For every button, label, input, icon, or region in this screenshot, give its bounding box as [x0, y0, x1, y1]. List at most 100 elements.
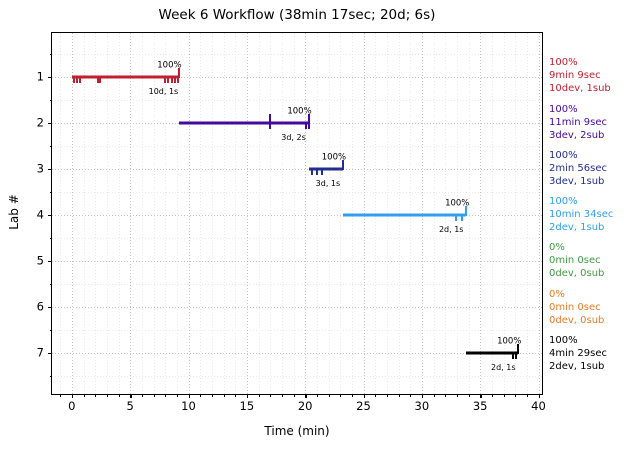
gridline-y-major [52, 76, 542, 78]
dev-tick [167, 75, 170, 83]
dev-tick [96, 75, 99, 83]
side-stats-lab-1: 100% 9min 9sec 10dev, 1sub [549, 56, 611, 95]
x-major-tick [480, 394, 482, 398]
x-minor-tick [165, 394, 167, 397]
devsub-annotation: 2d, 1s [491, 362, 516, 372]
side-pct: 100% [549, 196, 578, 208]
x-minor-tick [386, 394, 388, 397]
lab-7-line [466, 351, 519, 355]
sub-tick [517, 343, 520, 354]
dev-tick [304, 121, 307, 129]
gridline-x-minor [316, 33, 318, 394]
dev-tick [512, 351, 515, 359]
y-tick-label: 4 [36, 206, 44, 221]
y-minor-tick [49, 191, 52, 193]
y-tick-label: 1 [36, 68, 44, 83]
x-tick-label: 10 [181, 399, 196, 413]
y-minor-tick [49, 53, 52, 55]
gridline-x-major [246, 33, 248, 394]
devsub-annotation: 3d, 2s [281, 132, 306, 142]
x-minor-tick [176, 394, 178, 397]
gridline-x-minor [281, 33, 283, 394]
side-pct: 0% [549, 288, 565, 300]
gridline-x-minor [176, 33, 178, 394]
x-minor-tick [398, 394, 400, 397]
dev-tick [321, 167, 324, 175]
side-stats-lab-4: 100% 10min 34sec 2dev, 1sub [549, 195, 613, 234]
x-minor-tick [456, 394, 458, 397]
gridline-x-minor [200, 33, 202, 394]
x-tick-label: 25 [356, 399, 371, 413]
gridline-x-major [305, 33, 307, 394]
side-stats-lab-6: 0% 0min 0sec 0dev, 0sub [549, 288, 604, 327]
x-tick-label: 0 [68, 399, 76, 413]
plot-area: 0 5 10 15 20 25 30 35 40 1 2 3 4 5 6 7 100% 10d, 1s 100% 3d… [37, 32, 546, 412]
gridline-x-minor [60, 33, 62, 394]
gridline-x-minor [83, 33, 85, 394]
gridline-y-minor [52, 329, 542, 331]
x-minor-tick [118, 394, 120, 397]
lab-4-line [343, 213, 467, 217]
gridline-y-minor [52, 53, 542, 55]
side-pct: 100% [549, 149, 578, 161]
side-pct: 100% [549, 334, 578, 346]
gridline-x-minor [235, 33, 237, 394]
gridline-x-minor [270, 33, 272, 394]
side-pct: 100% [549, 103, 578, 115]
x-major-tick [363, 394, 365, 398]
x-minor-tick [433, 394, 435, 397]
x-minor-tick [60, 394, 62, 397]
dev-tick [316, 167, 319, 175]
side-counts: 0dev, 0sub [549, 268, 605, 280]
gridline-x-major [71, 33, 73, 394]
pct-annotation: 100% [287, 106, 312, 117]
x-minor-tick [468, 394, 470, 397]
devsub-annotation: 10d, 1s [148, 86, 179, 96]
side-counts: 3dev, 2sub [549, 129, 605, 141]
side-time: 2min 56sec [549, 162, 607, 174]
side-pct: 0% [549, 242, 565, 254]
devsub-annotation: 2d, 1s [438, 224, 464, 234]
side-time: 0min 0sec [549, 255, 601, 267]
gridline-x-major [538, 33, 540, 394]
x-minor-tick [515, 394, 517, 397]
x-major-tick [246, 394, 249, 398]
x-major-tick [188, 394, 190, 398]
x-minor-tick [83, 394, 85, 397]
side-time: 4min 29sec [549, 347, 607, 359]
lab-3-line [308, 167, 344, 171]
x-minor-tick [410, 394, 412, 397]
side-counts: 0dev, 0sub [549, 314, 605, 326]
gridline-x-minor [165, 33, 167, 394]
dev-tick [176, 75, 179, 83]
gridline-x-minor [526, 33, 528, 394]
x-minor-tick [281, 394, 283, 397]
x-minor-tick [316, 394, 318, 397]
x-minor-tick [340, 394, 342, 397]
dev-tick [174, 75, 177, 83]
dev-tick [460, 213, 463, 221]
x-axis-label: Time (min) [264, 424, 330, 438]
gridline-x-minor [95, 33, 97, 394]
gridline-x-minor [106, 33, 108, 394]
dev-tick [79, 75, 81, 83]
dev-tick [307, 121, 310, 129]
x-minor-tick [503, 394, 505, 397]
y-tick-label: 5 [36, 252, 44, 267]
side-counts: 10dev, 1sub [549, 83, 611, 95]
pct-annotation: 100% [321, 152, 347, 163]
sub-tick [269, 113, 272, 124]
y-minor-tick [49, 329, 52, 331]
sub-tick [177, 67, 180, 78]
sub-tick [465, 205, 468, 216]
gridline-x-minor [328, 33, 330, 394]
x-major-tick [71, 394, 74, 398]
gridline-x-major [130, 33, 132, 394]
y-minor-tick [49, 99, 52, 101]
x-minor-tick [211, 394, 213, 397]
dev-tick [76, 75, 79, 83]
gridline-y-major [52, 306, 542, 308]
x-tick-label: 40 [531, 399, 546, 413]
side-counts: 3dev, 1sub [549, 175, 605, 187]
